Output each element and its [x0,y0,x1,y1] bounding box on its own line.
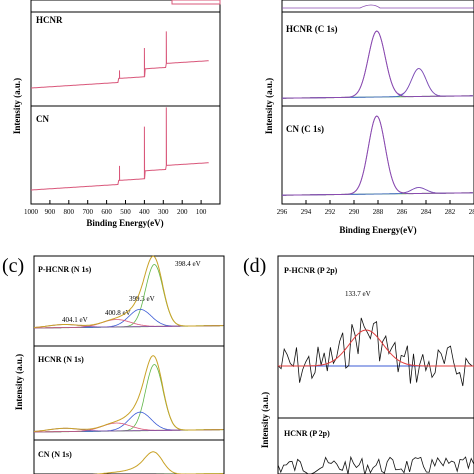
panel-a-x-ticks: 1000 900 800 700 600 500 400 300 200 100 [24,200,207,216]
panel-a: HCNR CN 1000 900 800 700 600 500 400 300 200 100 … [12,0,221,228]
panel-letter-c: (c) [2,255,24,277]
panel-letter-d: (d) [243,255,266,277]
panel-c-traces [33,255,224,474]
panel-d-annotation-133: 133.7 eV [345,290,371,298]
panel-c-annotation-404: 404.1 eV [62,316,88,324]
panel-c: P-HCNR (N 1s) HCNR (N 1s) CN (N 1s) 398.… [14,255,225,474]
panel-d-traces [277,317,474,474]
panel-c-annotation-400: 400.8 eV [105,309,131,317]
panel-b-x-tick-label: 282 [445,208,456,216]
panel-d-phcnr-fit [278,329,474,367]
panel-a-top-trace-fragment [171,0,221,5]
panel-a-frame [30,0,221,205]
panel-b-y-axis-title: Intensity (a.u.) [264,78,274,134]
panel-c-annotation-399: 399.3 eV [129,295,155,303]
panel-a-x-tick-label: 800 [64,208,75,216]
panel-b-label-cn: CN (C 1s) [286,124,324,134]
panel-a-x-tick-label: 200 [177,208,188,216]
panel-b: HCNR (C 1s) CN (C 1s) 296 294 292 290 288 286… [264,0,474,235]
panel-d: P-HCNR (P 2p) HCNR (P 2p) 133.7 eV Inten… [260,255,474,474]
panel-d-hcnr-raw [277,455,474,474]
panel-c-phcnr-envelope [33,255,224,328]
panel-b-cn-envelope [282,115,473,196]
panel-c-hcnr-fit-1 [34,411,224,433]
panel-a-x-tick-label: 500 [120,208,131,216]
panel-b-label-hcnr: HCNR (C 1s) [286,24,338,34]
panel-a-label-hcnr: HCNR [36,15,63,25]
panel-c-y-axis-title: Intensity (a.u.) [14,354,24,410]
panel-b-traces [282,4,474,196]
panel-b-x-tick-label: 284 [421,208,432,216]
panel-a-series-cn [31,107,209,191]
panel-d-label-phcnr: P-HCNR (P 2p) [284,266,338,275]
panel-b-x-tick-label: 292 [325,208,336,216]
panel-a-x-tick-label: 900 [45,208,56,216]
panel-c-annotation-398: 398.4 eV [175,260,201,268]
panel-b-hcnr-peak-284 [282,68,473,99]
panel-c-label-cn: CN (N 1s) [38,450,72,459]
panel-a-label-cn: CN [36,114,49,124]
panel-b-top-fragment [282,4,474,9]
panel-b-x-axis-title: Binding Energy(eV) [339,225,416,235]
panel-a-x-tick-label: 700 [82,208,93,216]
panel-b-x-tick-label: 294 [301,208,312,216]
panel-c-cn-envelope [90,451,224,474]
panel-a-x-axis-title: Binding Energy(eV) [86,218,163,228]
panel-d-frame [277,255,474,474]
panel-b-x-tick-label: 296 [277,208,288,216]
panel-b-x-tick-label: 288 [373,208,384,216]
panel-b-x-tick-label: 286 [397,208,408,216]
panel-d-label-hcnr: HCNR (P 2p) [284,429,330,438]
panel-d-y-axis-title: Intensity (a.u.) [260,392,270,448]
panel-a-x-tick-label: 600 [101,208,112,216]
panel-b-x-tick-label: 280 [469,208,474,216]
panel-b-hcnr-peak-288 [282,30,473,99]
panel-b-hcnr-envelope [282,30,473,99]
panel-a-series-hcnr [31,31,209,89]
panel-d-phcnr-raw [277,317,473,387]
panel-c-hcnr-envelope [33,355,224,432]
panel-b-cn-peak-284 [282,187,473,196]
panel-a-x-tick-label: 400 [139,208,150,216]
panel-a-traces [31,31,209,191]
panel-b-x-tick-label: 290 [349,208,360,216]
panel-b-x-ticks: 296 294 292 290 288 286 284 282 280 [277,200,474,216]
panel-a-x-tick-label: 300 [158,208,169,216]
panel-c-hcnr-fit-0 [34,364,224,433]
panel-a-y-axis-title: Intensity (a.u.) [12,78,22,134]
panel-c-label-phcnr: P-HCNR (N 1s) [38,265,92,274]
panel-a-x-tick-label: 100 [196,208,207,216]
panel-c-label-hcnr: HCNR (N 1s) [38,355,84,364]
panel-a-x-tick-label: 1000 [24,208,39,216]
panel-c-frame [33,255,225,474]
